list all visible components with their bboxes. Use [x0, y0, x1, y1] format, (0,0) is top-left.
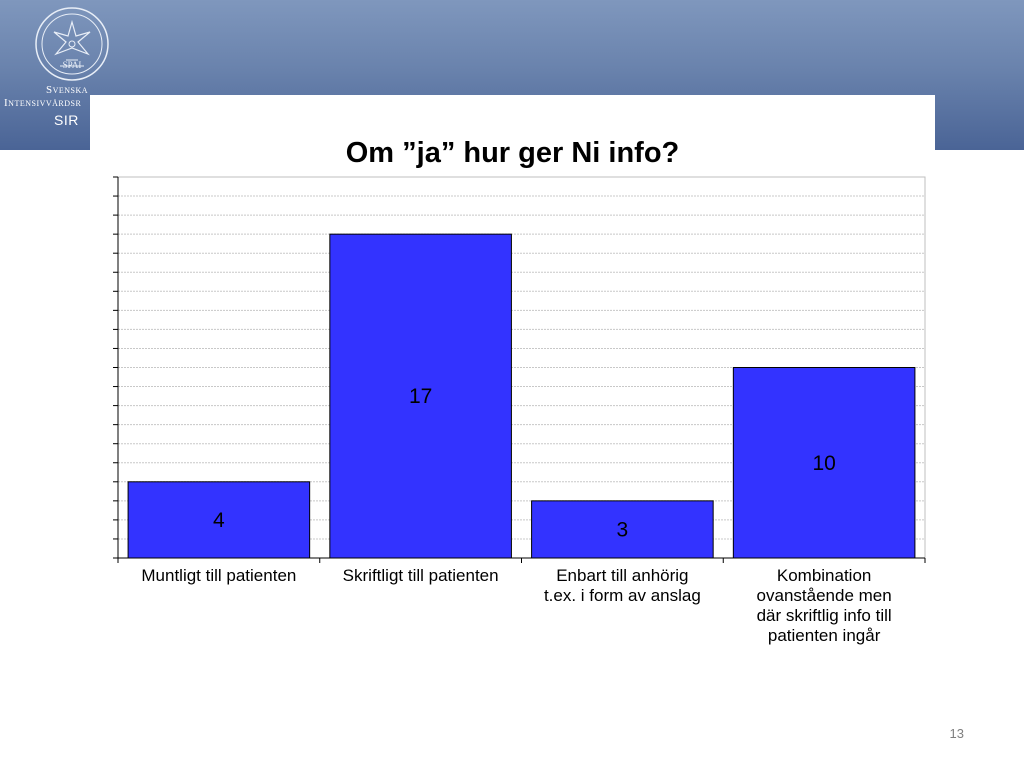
category-label-line: t.ex. i form av anslag	[543, 586, 701, 605]
category-label: Muntligt till patienten	[119, 566, 319, 586]
category-label-line: Enbart till anhörig	[556, 566, 689, 585]
bar	[732, 367, 916, 559]
category-label-line: Kombination	[776, 566, 872, 585]
category-label: Kombination ovanstående men där skriftlig …	[724, 566, 924, 646]
seal-icon: SPAI	[35, 7, 109, 81]
bar-chart: 4 17 3 10	[113, 176, 926, 563]
data-label: 17	[409, 385, 432, 408]
category-label-line: där skriftlig info till	[756, 606, 892, 625]
category-label: Enbart till anhörig t.ex. i form av ansla…	[522, 566, 722, 606]
organization-logo: SPAI Svenska Intensivvårdsr SIR	[0, 0, 109, 140]
bar	[531, 500, 714, 559]
logo-text-line1: Svenska	[46, 84, 89, 96]
logo-text-line2: Intensivvårdsr	[4, 97, 82, 109]
bar	[127, 481, 311, 559]
page-number: 13	[949, 726, 964, 741]
category-label-line: Muntligt till patienten	[141, 566, 297, 585]
chart-card: Om ”ja” hur ger Ni info? 4 17 3 10 Muntligt…	[90, 95, 935, 685]
category-label-line: Skriftligt till patienten	[342, 566, 499, 585]
category-label-line: ovanstående men	[756, 586, 892, 605]
logo-text-line3: SIR	[54, 112, 79, 128]
data-label: 4	[213, 509, 225, 532]
category-label-line: patienten ingår	[767, 626, 881, 645]
bar	[329, 233, 512, 559]
data-label: 10	[812, 452, 835, 475]
seal-text: SPAI	[63, 60, 82, 70]
chart-title: Om ”ja” hur ger Ni info?	[345, 137, 680, 169]
data-label: 3	[617, 518, 629, 541]
category-label: Skriftligt till patienten	[321, 566, 521, 586]
